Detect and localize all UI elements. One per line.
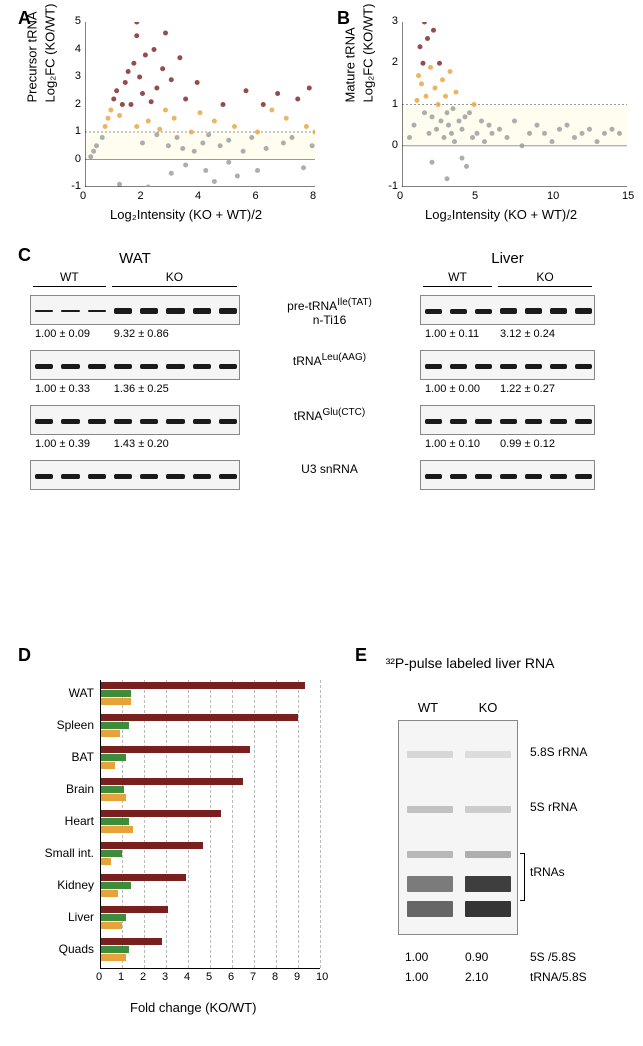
- gel-box: [420, 295, 595, 325]
- pulse-col-header: KO: [458, 700, 518, 715]
- tissue-label: Brain: [66, 782, 100, 796]
- pulse-gel-box: [398, 720, 518, 935]
- bar-row: Kidney: [100, 872, 320, 902]
- tissue-label: Liver: [68, 910, 100, 924]
- gel-row-label: U3 snRNA: [252, 462, 407, 476]
- tissue-label: Kidney: [57, 878, 100, 892]
- bar-row: Brain: [100, 776, 320, 806]
- panel-d-label: D: [18, 645, 31, 666]
- panel-b-ylabel1: Mature tRNA: [343, 83, 358, 103]
- gel-box: [420, 460, 595, 490]
- panel-b-ylabel2: Log₂FC (KO/WT): [361, 83, 376, 103]
- gel-box: [420, 405, 595, 435]
- tissue-label: Quads: [59, 942, 100, 956]
- tissue-label: BAT: [72, 750, 100, 764]
- gel-box: [30, 350, 240, 380]
- panel-a-xlabel: Log₂Intensity (KO + WT)/2: [110, 207, 262, 222]
- tissue-label: Small int.: [45, 846, 100, 860]
- panel-a-scatter: 02468-1012345: [85, 22, 315, 187]
- panel-e-title: ³²P-pulse labeled liver RNA: [380, 655, 560, 671]
- bar-row: WAT: [100, 680, 320, 710]
- bar-row: Heart: [100, 808, 320, 838]
- gel-row-label: pre-tRNAIle(TAT)n-Ti16: [252, 297, 407, 327]
- panel-b-xlabel: Log₂Intensity (KO + WT)/2: [425, 207, 577, 222]
- panel-d-xlabel: Fold change (KO/WT): [130, 1000, 256, 1015]
- tissue-header: WAT: [30, 250, 240, 267]
- panel-d-barchart: 012345678910WATSpleenBATBrainHeartSmall …: [100, 680, 320, 980]
- bar-row: Quads: [100, 936, 320, 966]
- gel-box: [30, 460, 240, 490]
- tissue-label: WAT: [69, 686, 100, 700]
- tissue-header: Liver: [420, 250, 595, 267]
- pulse-band-label: tRNAs: [530, 865, 565, 879]
- panel-e-pulse: ³²P-pulse labeled liver RNAWTKO5.8S rRNA…: [380, 655, 630, 671]
- panel-b-scatter: 051015-10123: [402, 22, 627, 187]
- gel-box: [30, 295, 240, 325]
- gel-row-label: tRNALeu(AAG): [252, 352, 407, 368]
- panel-e-label: E: [355, 645, 367, 666]
- tissue-label: Spleen: [57, 718, 100, 732]
- bar-row: Spleen: [100, 712, 320, 742]
- gel-box: [420, 350, 595, 380]
- pulse-col-header: WT: [398, 700, 458, 715]
- gel-box: [30, 405, 240, 435]
- pulse-band-label: 5.8S rRNA: [530, 745, 587, 759]
- panel-b-label: B: [337, 8, 350, 29]
- bar-row: Liver: [100, 904, 320, 934]
- panel-a-ylabel1: Precursor tRNA: [25, 83, 40, 103]
- tissue-label: Heart: [65, 814, 100, 828]
- pulse-band-label: 5S rRNA: [530, 800, 577, 814]
- bar-row: Small int.: [100, 840, 320, 870]
- panel-a-ylabel2: Log₂FC (KO/WT): [43, 83, 58, 103]
- bar-row: BAT: [100, 744, 320, 774]
- gel-row-label: tRNAGlu(CTC): [252, 407, 407, 423]
